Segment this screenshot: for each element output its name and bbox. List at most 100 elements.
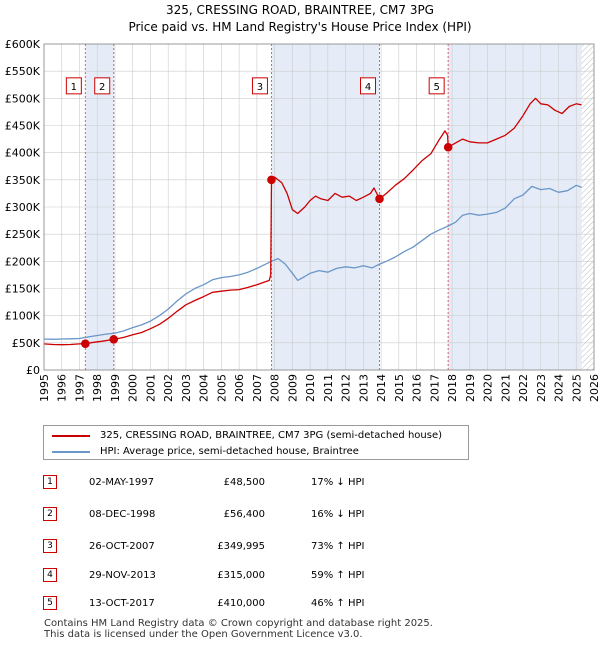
x-tick-label: 1999	[109, 374, 122, 402]
transaction-price: £48,500	[223, 477, 265, 488]
transaction-hpi-diff: 46% ↑ HPI	[311, 598, 365, 609]
x-tick-label: 1995	[38, 374, 51, 402]
hpi-series-line	[44, 184, 582, 340]
x-tick-label: 2017	[428, 374, 441, 402]
x-tick-label: 2011	[322, 374, 335, 402]
sale-marker-badge	[251, 77, 268, 95]
y-tick-label: £500K	[5, 92, 41, 105]
x-tick-label: 2020	[482, 374, 495, 402]
x-tick-label: 2010	[304, 374, 317, 402]
transaction-hpi-diff: 16% ↓ HPI	[311, 509, 365, 520]
transaction-number: 4	[43, 568, 57, 582]
x-tick-label: 2007	[251, 374, 264, 402]
table-row: 3 26-OCT-2007 £349,995 73% ↑ HPI	[43, 538, 443, 556]
y-tick-label: £350K	[5, 174, 41, 187]
x-tick-label: 2002	[162, 374, 175, 402]
x-tick-label: 1997	[73, 374, 86, 402]
sale-marker-label: 3	[257, 82, 263, 93]
table-row: 1 02-MAY-1997 £48,500 17% ↓ HPI	[43, 474, 443, 492]
y-tick-label: £200K	[5, 255, 41, 268]
x-tick-label: 2026	[588, 374, 600, 402]
x-tick-label: 1998	[91, 374, 104, 402]
x-tick-label: 2024	[553, 374, 566, 402]
table-row: 2 08-DEC-1998 £56,400 16% ↓ HPI	[43, 506, 443, 524]
x-tick-label: 2009	[286, 374, 299, 402]
transaction-date: 13-OCT-2017	[89, 598, 155, 609]
transaction-number: 1	[43, 475, 57, 489]
y-tick-label: £450K	[5, 120, 41, 133]
y-tick-label: £550K	[5, 65, 41, 78]
sale-marker-label: 2	[99, 82, 105, 93]
y-tick-label: £150K	[5, 283, 41, 296]
footer-licence: This data is licensed under the Open Gov…	[44, 629, 363, 640]
table-row: 5 13-OCT-2017 £410,000 46% ↑ HPI	[43, 595, 443, 613]
y-tick-label: £0	[26, 364, 40, 377]
x-tick-label: 2018	[446, 374, 459, 402]
x-tick-label: 1996	[56, 374, 69, 402]
chart-title: 325, CRESSING ROAD, BRAINTREE, CM7 3PG P…	[0, 2, 600, 36]
sale-point	[375, 194, 384, 204]
table-row: 4 29-NOV-2013 £315,000 59% ↑ HPI	[43, 567, 443, 585]
x-tick-label: 2016	[411, 374, 424, 402]
property-series-line	[44, 97, 582, 346]
sale-point	[81, 339, 90, 348]
transaction-number: 3	[43, 539, 57, 553]
footer-copyright: Contains HM Land Registry data © Crown c…	[44, 618, 433, 629]
x-tick-label: 2008	[269, 374, 282, 402]
x-tick-label: 2006	[233, 374, 246, 402]
x-tick-label: 2005	[215, 374, 228, 402]
sale-point	[267, 175, 276, 185]
legend-label-hpi: HPI: Average price, semi-detached house,…	[100, 446, 359, 457]
sale-point	[109, 335, 119, 344]
legend-swatch-hpi	[52, 451, 90, 453]
sale-marker-badge	[428, 77, 445, 95]
transaction-date: 02-MAY-1997	[89, 477, 155, 488]
transaction-date: 26-OCT-2007	[89, 541, 155, 552]
x-tick-label: 2019	[464, 374, 477, 402]
transaction-number: 5	[43, 596, 57, 610]
transaction-price: £56,400	[223, 509, 265, 520]
sale-marker-label: 5	[433, 82, 439, 93]
price-chart: £0 £50K £100K £150K £200K £250K £300K £350K £400…	[5, 38, 600, 402]
legend-label-property: 325, CRESSING ROAD, BRAINTREE, CM7 3PG (…	[100, 430, 442, 441]
x-tick-label: 2015	[393, 374, 406, 402]
legend: 325, CRESSING ROAD, BRAINTREE, CM7 3PG (…	[43, 425, 469, 460]
transaction-date: 29-NOV-2013	[89, 570, 156, 581]
transaction-price: £315,000	[217, 570, 265, 581]
sale-point	[443, 142, 453, 152]
transaction-hpi-diff: 59% ↑ HPI	[311, 570, 365, 581]
transaction-hpi-diff: 73% ↑ HPI	[311, 541, 365, 552]
title-address: 325, CRESSING ROAD, BRAINTREE, CM7 3PG	[166, 3, 434, 17]
x-tick-label: 2000	[127, 374, 140, 402]
sale-marker-badge	[94, 77, 111, 95]
sale-marker-label: 1	[71, 82, 77, 93]
transaction-number: 2	[43, 507, 57, 521]
sale-marker-badge	[360, 77, 376, 95]
plot-frame	[43, 43, 595, 371]
y-tick-label: £600K	[5, 38, 41, 51]
y-tick-label: £50K	[12, 337, 41, 350]
x-tick-label: 2014	[375, 374, 388, 402]
y-tick-label: £400K	[5, 147, 41, 160]
legend-swatch-property	[52, 435, 90, 437]
x-tick-label: 2001	[144, 374, 157, 402]
footer: Contains HM Land Registry data © Crown c…	[44, 618, 433, 640]
x-tick-label: 2004	[198, 374, 211, 402]
x-tick-label: 2013	[357, 374, 370, 402]
x-tick-label: 2012	[340, 374, 353, 402]
sale-marker-badge	[65, 77, 82, 95]
y-tick-label: £100K	[5, 310, 41, 323]
transaction-price: £410,000	[217, 598, 265, 609]
x-tick-label: 2025	[570, 374, 583, 402]
x-tick-label: 2023	[535, 374, 548, 402]
transaction-price: £349,995	[217, 541, 265, 552]
x-tick-label: 2003	[180, 374, 193, 402]
y-tick-label: £300K	[5, 201, 41, 214]
sale-marker-label: 4	[365, 82, 371, 93]
x-tick-label: 2022	[517, 374, 530, 402]
transaction-date: 08-DEC-1998	[89, 509, 156, 520]
title-subtitle: Price paid vs. HM Land Registry's House …	[128, 20, 472, 34]
x-tick-label: 2021	[499, 374, 512, 402]
transaction-hpi-diff: 17% ↓ HPI	[311, 477, 365, 488]
y-tick-label: £250K	[5, 228, 41, 241]
